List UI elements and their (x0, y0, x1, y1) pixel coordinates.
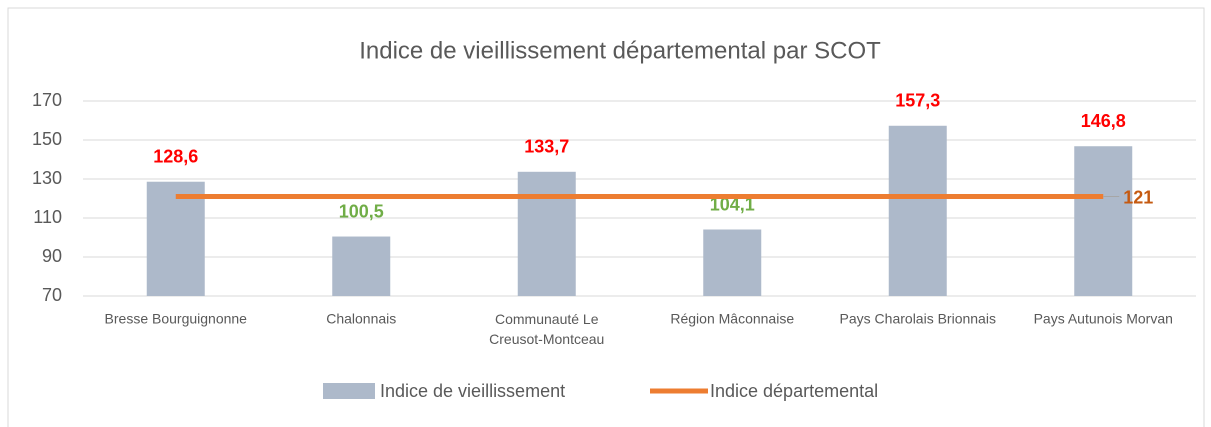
y-tick-label: 170 (32, 90, 62, 110)
bar (146, 181, 205, 296)
y-tick-label: 130 (32, 168, 62, 188)
bar (703, 229, 762, 296)
x-tick-label: Chalonnais (326, 311, 396, 327)
bar (517, 171, 576, 296)
y-tick-label: 70 (42, 285, 62, 305)
data-label: 104,1 (710, 194, 755, 214)
data-label: 133,7 (524, 137, 569, 157)
data-label: 146,8 (1081, 111, 1126, 131)
x-tick-label: Communauté Le Creusot-Montceau (489, 311, 604, 347)
legend-swatch (323, 383, 375, 399)
data-label: 121 (1123, 187, 1153, 207)
x-tick-label: Pays Autunois Morvan (1034, 311, 1173, 327)
bar (332, 236, 391, 296)
bar (888, 125, 947, 296)
y-tick-label: 90 (42, 246, 62, 266)
chart-title: Indice de vieillissement départemental p… (359, 37, 881, 64)
data-label: 100,5 (339, 201, 384, 221)
data-label: 157,3 (895, 91, 940, 111)
bar (1074, 146, 1133, 296)
x-tick-label: Pays Charolais Brionnais (840, 311, 996, 327)
x-tick-label: Région Mâconnaise (670, 311, 794, 327)
data-label: 128,6 (153, 146, 198, 166)
y-tick-label: 150 (32, 129, 62, 149)
legend-label: Indice de vieillissement (380, 381, 565, 401)
y-tick-label: 110 (33, 207, 62, 227)
x-tick-label: Bresse Bourguignonne (105, 311, 248, 327)
chart-frame (7, 7, 1205, 427)
legend-label: Indice départemental (710, 381, 878, 401)
